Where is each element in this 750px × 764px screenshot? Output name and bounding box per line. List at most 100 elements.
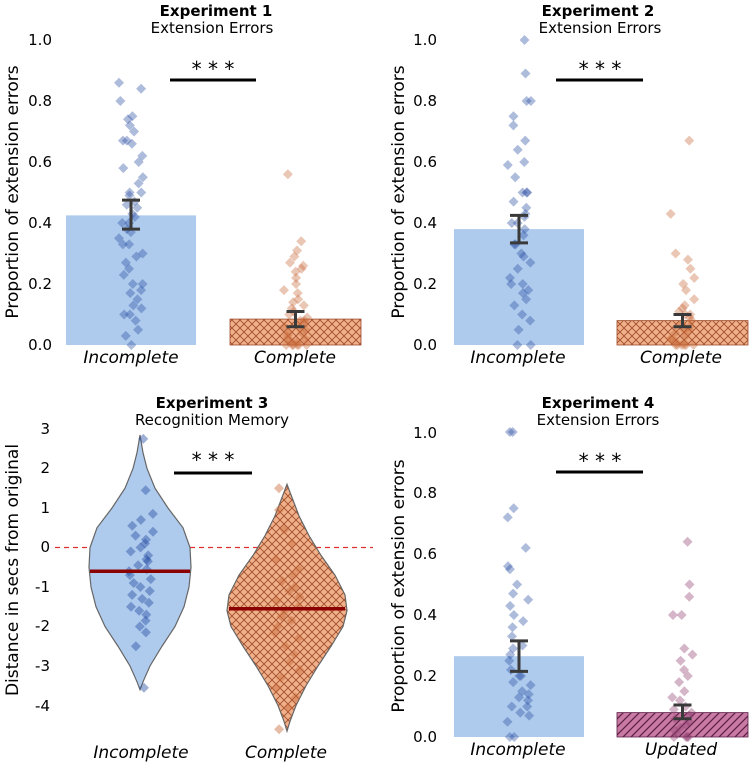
data-point — [665, 208, 676, 219]
data-point — [675, 655, 686, 666]
data-point — [118, 163, 129, 174]
data-point — [270, 554, 281, 565]
data-point — [670, 725, 681, 736]
data-point — [519, 35, 530, 45]
data-point — [287, 340, 298, 350]
data-point — [125, 546, 136, 557]
data-point — [293, 294, 304, 305]
panel-2-category-complete: Complete — [640, 348, 722, 368]
data-point — [509, 300, 520, 311]
panel-3-title: Experiment 3 — [156, 394, 269, 412]
data-point — [125, 601, 136, 612]
data-point — [124, 309, 135, 320]
data-point — [523, 594, 534, 605]
data-point — [124, 239, 135, 250]
data-point — [124, 120, 135, 131]
data-point — [682, 536, 693, 547]
data-point — [278, 285, 289, 296]
data-point — [508, 610, 519, 620]
y-tick-label: 1.0 — [413, 424, 437, 442]
data-point — [145, 574, 156, 585]
data-point — [140, 485, 151, 496]
data-point — [684, 135, 695, 146]
data-point — [506, 279, 517, 289]
y-tick-label: 0.6 — [28, 153, 52, 171]
y-tick-label: 1 — [40, 499, 50, 517]
data-point — [131, 251, 142, 262]
data-point — [518, 251, 529, 262]
data-point — [668, 732, 679, 742]
data-point — [281, 340, 292, 350]
panel-1-subtitle: Extension Errors — [151, 19, 274, 37]
data-point — [675, 722, 686, 733]
y-tick-label: -4 — [35, 697, 50, 715]
data-point — [502, 716, 513, 727]
bar — [66, 215, 196, 345]
data-point — [127, 520, 138, 531]
data-point — [273, 483, 284, 494]
data-point — [670, 340, 681, 350]
data-point — [283, 327, 294, 338]
data-point — [282, 330, 293, 341]
data-point — [684, 579, 695, 590]
data-point — [517, 288, 528, 299]
data-point — [517, 279, 528, 289]
data-point — [277, 576, 288, 587]
data-point — [506, 218, 517, 228]
data-point — [670, 327, 681, 338]
panel-experiment-4: Experiment 4 Extension Errors Proportion… — [389, 394, 749, 760]
data-point — [291, 279, 302, 289]
panel-experiment-3: Experiment 3 Recognition Memory Distance… — [3, 394, 373, 763]
data-point — [520, 135, 531, 146]
data-point — [525, 315, 536, 326]
panel-4-significance: * * * — [579, 449, 622, 473]
data-point — [672, 340, 683, 350]
panel-4-y-axis-label: Proportion of extension errors — [389, 459, 409, 712]
data-point — [147, 526, 158, 537]
panel-1-category-incomplete: Incomplete — [83, 348, 178, 368]
data-point — [282, 169, 293, 180]
data-point — [142, 556, 153, 567]
data-point — [523, 285, 534, 296]
data-point — [502, 160, 513, 171]
data-point — [288, 570, 299, 581]
y-tick-label: -2 — [35, 617, 50, 635]
data-point — [508, 120, 519, 131]
data-point — [666, 333, 677, 344]
data-point — [132, 294, 143, 305]
y-tick-label: 1.0 — [413, 31, 437, 49]
data-point — [676, 610, 687, 620]
panel-2-marks — [454, 35, 749, 350]
data-point — [136, 303, 147, 314]
data-point — [670, 248, 681, 259]
data-point — [288, 297, 299, 308]
data-point — [141, 534, 152, 545]
y-tick-label: 0.4 — [413, 606, 437, 624]
data-point — [298, 260, 309, 271]
data-point — [293, 340, 304, 350]
data-point — [289, 582, 300, 592]
y-tick-label: 1.0 — [28, 31, 52, 49]
data-point — [687, 649, 698, 660]
data-point — [684, 591, 695, 602]
data-point — [300, 333, 311, 344]
data-point — [665, 333, 676, 344]
data-point — [302, 312, 313, 323]
data-point — [137, 279, 148, 289]
data-point — [141, 554, 152, 565]
data-point — [682, 732, 693, 742]
panel-4-marks — [454, 427, 749, 742]
data-point — [296, 236, 307, 247]
data-point — [295, 315, 306, 326]
panel-1-title: Experiment 1 — [160, 2, 273, 20]
panel-3-category-complete: Complete — [245, 743, 327, 763]
data-point — [506, 631, 517, 642]
data-point — [120, 330, 131, 341]
data-point — [507, 427, 518, 437]
data-point — [294, 591, 305, 602]
data-point — [292, 288, 303, 299]
data-point — [279, 524, 290, 535]
data-point — [679, 686, 690, 697]
data-point — [525, 340, 536, 350]
y-tick-label: 0.2 — [413, 275, 437, 293]
